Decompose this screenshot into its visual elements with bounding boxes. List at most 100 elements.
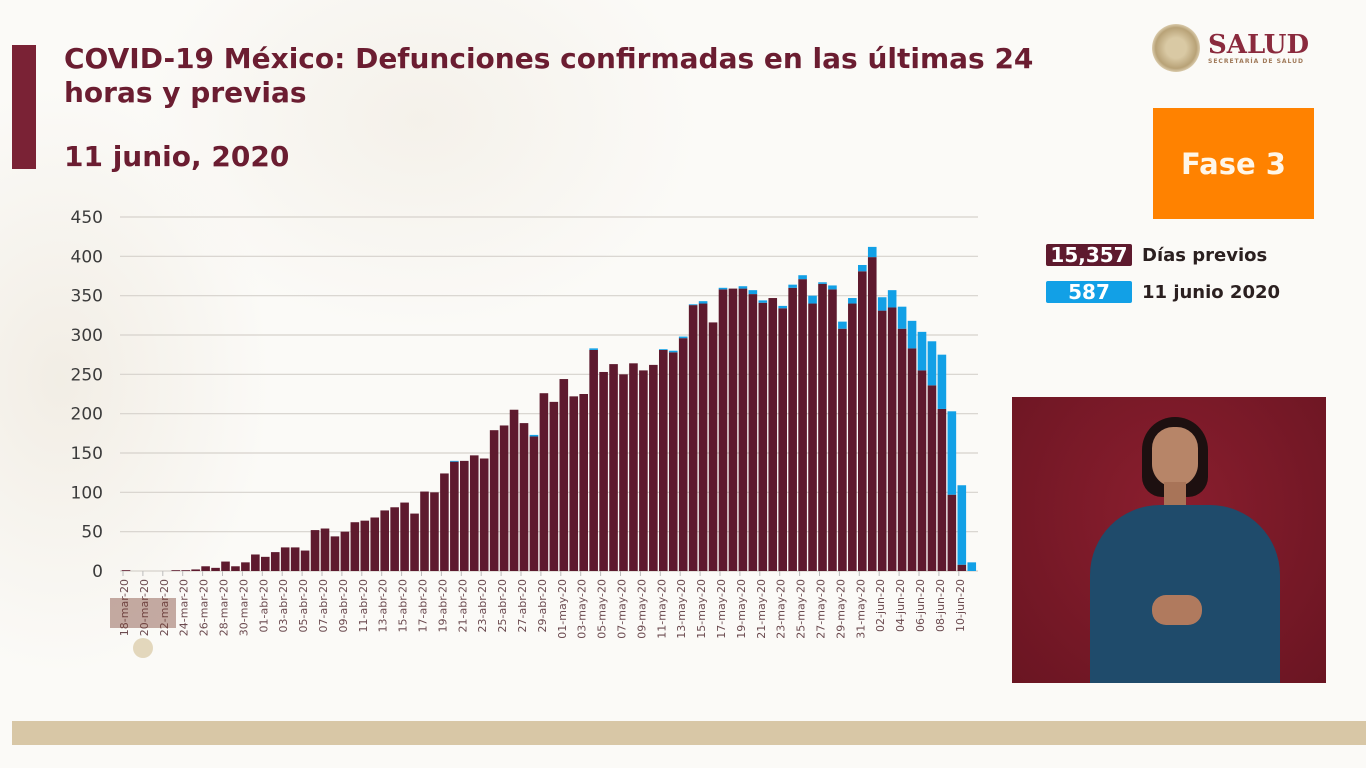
x-tick-label: 20-mar-20 xyxy=(138,579,151,636)
y-tick-label: 450 xyxy=(71,208,103,228)
bar-today xyxy=(668,350,678,353)
y-tick-label: 400 xyxy=(71,247,103,267)
x-tick-label: 21-may-20 xyxy=(755,579,768,639)
bar-previous xyxy=(360,520,370,571)
x-tick-label: 19-abr-20 xyxy=(436,579,449,632)
bar-previous xyxy=(400,502,409,571)
bar-today xyxy=(678,336,688,339)
bar-previous xyxy=(877,310,887,571)
x-tick-label: 05-abr-20 xyxy=(297,579,310,632)
y-tick-label: 300 xyxy=(71,326,103,346)
bar-previous xyxy=(211,567,220,571)
interpreter-face xyxy=(1152,427,1198,487)
bar-previous xyxy=(579,394,588,571)
x-tick-label: 24-mar-20 xyxy=(178,579,191,636)
bar-previous xyxy=(290,547,300,571)
bar-today xyxy=(867,246,877,258)
bar-today xyxy=(778,305,787,309)
x-tick-label: 03-may-20 xyxy=(576,579,589,639)
bar-previous xyxy=(599,371,608,571)
bar-previous xyxy=(261,556,270,571)
bar-previous xyxy=(509,409,519,571)
bar-today xyxy=(838,321,847,329)
bar-previous xyxy=(469,455,479,571)
x-tick-label: 09-abr-20 xyxy=(337,579,350,632)
bar-previous xyxy=(440,473,449,571)
bar-previous xyxy=(420,491,429,571)
bar-previous xyxy=(718,289,728,571)
bar-previous xyxy=(867,257,877,571)
bar-today xyxy=(917,331,927,371)
title-accent-bar xyxy=(12,45,36,169)
y-tick-label: 200 xyxy=(71,405,103,425)
x-tick-label: 19-may-20 xyxy=(735,579,748,639)
deaths-bar-chart: 0 50 100 150 200 250 300 350 400 450 18-mar-20 20-m… xyxy=(71,208,978,639)
bar-previous xyxy=(609,364,618,571)
bar-previous xyxy=(221,561,230,571)
bar-previous xyxy=(549,401,559,571)
x-tick-label: 30-mar-20 xyxy=(237,579,250,636)
x-tick-label: 15-abr-20 xyxy=(397,579,410,632)
x-tick-label: 01-abr-20 xyxy=(257,579,270,632)
bar-previous xyxy=(788,287,797,571)
x-tick-label: 10-jun-20 xyxy=(954,579,967,632)
legend-today-value: 587 xyxy=(1046,280,1132,304)
x-tick-label: 29-may-20 xyxy=(834,579,847,639)
bar-today xyxy=(808,295,817,304)
bar-today xyxy=(947,411,957,495)
x-tick-label: 05-may-20 xyxy=(596,579,609,639)
y-tick-label: 250 xyxy=(71,365,103,385)
x-tick-label: 02-jun-20 xyxy=(874,579,887,632)
bar-today xyxy=(828,285,837,290)
bar-today xyxy=(877,297,887,311)
bar-today xyxy=(937,354,947,409)
x-tick-label: 28-mar-20 xyxy=(218,579,231,636)
bar-previous xyxy=(479,458,489,571)
logo-name: SALUD xyxy=(1208,29,1310,60)
bar-today xyxy=(887,290,897,308)
bar-previous xyxy=(559,379,569,571)
bar-previous xyxy=(668,352,678,571)
x-tick-label: 09-may-20 xyxy=(635,579,648,639)
bar-previous xyxy=(907,348,917,571)
bar-previous xyxy=(659,349,668,571)
x-tick-label: 22-mar-20 xyxy=(158,579,171,636)
bar-previous xyxy=(897,328,907,571)
x-tick-label: 17-may-20 xyxy=(715,579,728,639)
bar-previous xyxy=(848,303,857,571)
interpreter-hands xyxy=(1152,595,1202,625)
x-tick-label: 23-abr-20 xyxy=(476,579,489,632)
bar-previous xyxy=(808,303,817,571)
bar-previous xyxy=(241,562,250,571)
bar-previous xyxy=(887,307,897,571)
x-tick-label: 06-jun-20 xyxy=(914,579,927,632)
bar-previous xyxy=(768,298,778,571)
bar-previous xyxy=(489,430,499,571)
legend-item-previous: 15,357 Días previos xyxy=(1046,243,1267,267)
salud-logo: SALUD SECRETARÍA DE SALUD xyxy=(1152,24,1309,72)
bar-previous xyxy=(201,566,210,571)
bottom-band xyxy=(12,721,1366,745)
x-tick-label: 18-mar-20 xyxy=(118,579,131,636)
bar-previous xyxy=(728,288,738,571)
bar-previous xyxy=(410,513,419,571)
bar-previous xyxy=(529,436,539,571)
national-seal-icon xyxy=(1152,24,1200,72)
x-tick-label: 08-jun-20 xyxy=(934,579,947,632)
x-tick-label: 11-abr-20 xyxy=(357,579,370,632)
x-tick-label: 11-may-20 xyxy=(655,579,668,639)
bar-previous xyxy=(330,536,340,571)
phase-badge: Fase 3 xyxy=(1153,108,1314,219)
bar-previous xyxy=(320,528,330,571)
bar-today xyxy=(818,282,827,284)
bar-previous xyxy=(390,507,399,571)
bar-previous xyxy=(569,396,579,571)
bar-previous xyxy=(838,328,847,571)
bar-previous xyxy=(748,294,758,571)
legend-today-label: 11 junio 2020 xyxy=(1142,281,1281,303)
bar-previous xyxy=(181,570,190,571)
y-tick-label: 0 xyxy=(92,562,103,582)
y-tick-label: 50 xyxy=(81,523,103,543)
bar-today xyxy=(698,301,708,304)
x-tick-label: 07-abr-20 xyxy=(317,579,330,632)
